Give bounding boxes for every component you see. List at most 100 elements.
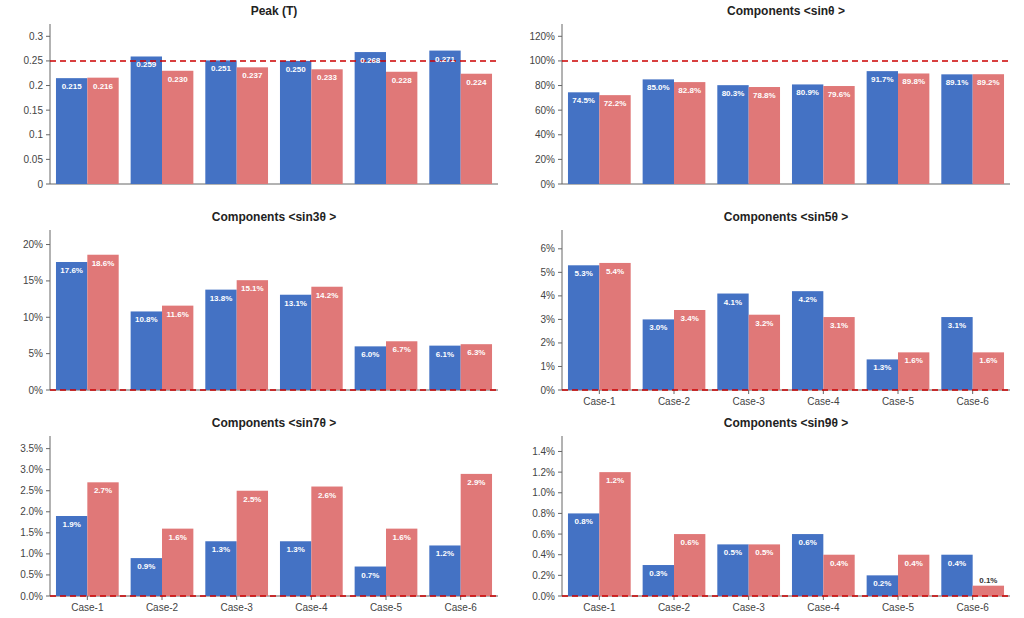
data-label: 2.7% bbox=[94, 486, 112, 495]
bars bbox=[568, 472, 1004, 596]
y-tick bbox=[558, 319, 562, 320]
data-labels: 1.9%2.7%0.9%1.6%1.3%2.5%1.3%2.6%0.7%1.6%… bbox=[63, 478, 486, 580]
bar bbox=[386, 341, 417, 390]
data-label: 2.5% bbox=[243, 495, 261, 504]
bar bbox=[131, 311, 162, 390]
bar bbox=[973, 586, 1004, 596]
y-tick bbox=[46, 511, 50, 512]
bar bbox=[162, 306, 193, 390]
x-tick-label: Case-6 bbox=[957, 602, 990, 613]
title: Peak (T) bbox=[251, 4, 298, 18]
x-tick-label: Case-2 bbox=[658, 602, 691, 613]
y-tick bbox=[46, 317, 50, 318]
bar bbox=[237, 67, 268, 184]
x-tick-label: Case-4 bbox=[807, 396, 840, 407]
bar bbox=[131, 558, 162, 596]
data-label: 4.1% bbox=[724, 298, 742, 307]
bar bbox=[599, 472, 630, 596]
y-tick bbox=[558, 366, 562, 367]
data-label: 0.228 bbox=[392, 76, 413, 85]
x-tick bbox=[599, 596, 600, 600]
y-tick bbox=[46, 85, 50, 86]
reference-line bbox=[50, 595, 498, 597]
y-tick bbox=[558, 85, 562, 86]
bar bbox=[280, 541, 311, 596]
y-tick bbox=[558, 272, 562, 273]
data-label: 0.271 bbox=[435, 55, 456, 64]
data-label: 17.6% bbox=[60, 266, 83, 275]
x-tick-label: Case-1 bbox=[583, 602, 616, 613]
data-label: 0.1% bbox=[979, 576, 997, 585]
bar bbox=[643, 319, 674, 390]
data-label: 0.268 bbox=[360, 56, 381, 65]
y-axis bbox=[50, 436, 51, 596]
bar bbox=[941, 317, 972, 390]
data-label: 3.2% bbox=[755, 319, 773, 328]
y-tick bbox=[46, 60, 50, 61]
y-tick-label: 1.2% bbox=[532, 467, 555, 478]
bar bbox=[355, 52, 386, 184]
y-tick-label: 0.0% bbox=[532, 591, 555, 602]
y-tick-label: 10% bbox=[23, 312, 43, 323]
x-tick-label: Case-6 bbox=[445, 602, 478, 613]
y-tick-label: 0.3 bbox=[29, 31, 43, 42]
y-tick bbox=[558, 110, 562, 111]
y-tick-label: 15% bbox=[23, 275, 43, 286]
x-tick-label: Case-3 bbox=[733, 396, 766, 407]
bar bbox=[461, 474, 492, 596]
bar bbox=[898, 555, 929, 596]
bar bbox=[749, 87, 780, 184]
bar bbox=[87, 255, 118, 390]
y-tick-label: 40% bbox=[535, 129, 555, 140]
y-tick-label: 0.2 bbox=[29, 80, 43, 91]
panel: Components <sin9θ >0.0%0.2%0.4%0.6%0.8%1… bbox=[532, 416, 1010, 613]
data-label: 80.9% bbox=[796, 88, 819, 97]
data-label: 14.2% bbox=[316, 291, 339, 300]
y-tick-label: 1% bbox=[541, 361, 556, 372]
bar bbox=[311, 287, 342, 390]
data-label: 4.2% bbox=[799, 295, 817, 304]
y-tick bbox=[558, 451, 562, 452]
data-labels: 0.8%1.2%0.3%0.6%0.5%0.5%0.6%0.4%0.2%0.4%… bbox=[575, 476, 998, 588]
bar bbox=[461, 74, 492, 184]
bars bbox=[568, 71, 1004, 184]
y-axis bbox=[50, 230, 51, 390]
y-tick bbox=[558, 248, 562, 249]
y-tick-label: 20% bbox=[535, 154, 555, 165]
reference-line bbox=[562, 389, 1010, 391]
figure: Peak (T)00.050.10.150.20.250.30.2150.216… bbox=[0, 0, 1024, 618]
data-label: 11.6% bbox=[167, 310, 189, 319]
y-tick-label: 2.0% bbox=[20, 506, 43, 517]
bar bbox=[568, 265, 599, 390]
bar bbox=[674, 534, 705, 596]
y-tick bbox=[558, 492, 562, 493]
bar bbox=[429, 545, 460, 596]
data-label: 89.2% bbox=[977, 78, 1000, 87]
panel: Components <sinθ >0%20%40%60%80%100%120%… bbox=[529, 4, 1010, 190]
y-tick bbox=[558, 596, 562, 597]
bar bbox=[867, 359, 898, 390]
y-tick-label: 0% bbox=[541, 179, 556, 190]
y-tick-label: 2% bbox=[541, 337, 556, 348]
data-label: 13.8% bbox=[210, 294, 233, 303]
bars bbox=[56, 255, 492, 390]
bar bbox=[237, 491, 268, 596]
x-tick bbox=[599, 390, 600, 394]
bar bbox=[162, 71, 193, 184]
y-axis bbox=[50, 24, 51, 184]
y-tick bbox=[46, 36, 50, 37]
y-tick bbox=[46, 110, 50, 111]
y-tick bbox=[558, 390, 562, 391]
bar bbox=[280, 295, 311, 390]
y-tick bbox=[46, 134, 50, 135]
data-label: 3.4% bbox=[681, 314, 699, 323]
bar bbox=[599, 95, 630, 184]
y-tick bbox=[558, 60, 562, 61]
y-tick-label: 3.0% bbox=[20, 464, 43, 475]
bars bbox=[56, 51, 492, 184]
x-tick-label: Case-2 bbox=[146, 602, 179, 613]
bar bbox=[87, 78, 118, 184]
data-label: 3.0% bbox=[649, 323, 667, 332]
data-label: 2.9% bbox=[467, 478, 485, 487]
y-tick-label: 0.1 bbox=[29, 129, 43, 140]
